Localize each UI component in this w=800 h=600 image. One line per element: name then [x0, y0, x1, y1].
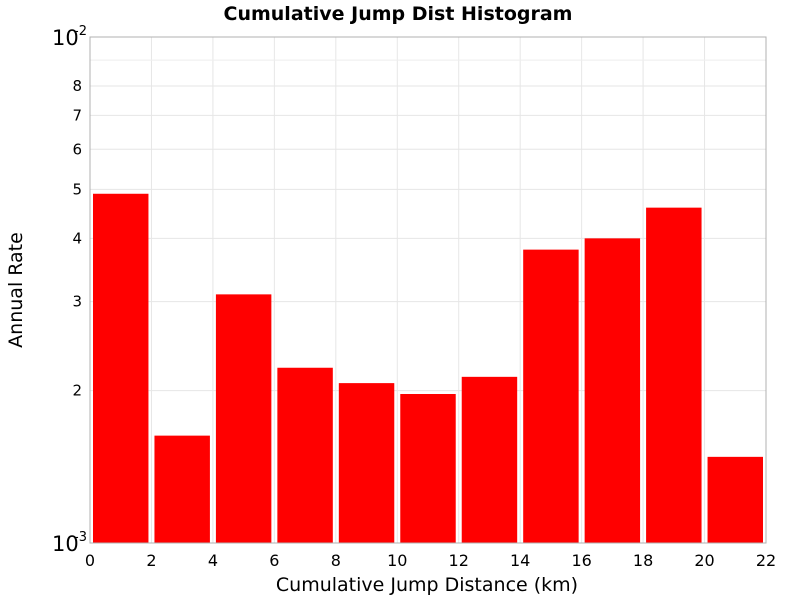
histogram-bar — [707, 456, 763, 543]
histogram-bar — [215, 294, 272, 543]
histogram-bar — [277, 367, 333, 543]
x-tick-label: 22 — [756, 551, 776, 570]
x-tick-label: 8 — [331, 551, 341, 570]
histogram-bar — [523, 249, 579, 543]
y-tick-label: 8 — [72, 77, 82, 95]
y-tick-label: 3 — [72, 293, 82, 311]
x-tick-label: 4 — [208, 551, 218, 570]
x-tick-label: 16 — [571, 551, 591, 570]
y-tick-label: 4 — [72, 229, 82, 247]
grid-lines — [89, 37, 767, 543]
histogram-bar — [400, 394, 456, 543]
histogram-bar — [338, 383, 395, 543]
histogram-bar — [461, 376, 518, 543]
x-tick-label: 12 — [449, 551, 469, 570]
y-major-tick-label: 10-3 — [52, 530, 87, 556]
histogram-bar — [584, 238, 641, 543]
bars — [93, 193, 763, 543]
y-major-tick-label: 10-2 — [52, 24, 87, 50]
x-tick-label: 10 — [387, 551, 407, 570]
y-major-tick-base: 10 — [52, 26, 79, 50]
y-axis-label: Annual Rate — [5, 232, 27, 348]
y-major-tick-exponent: -2 — [74, 24, 87, 39]
x-tick-label: 2 — [146, 551, 156, 570]
y-tick-label: 2 — [72, 382, 82, 400]
x-tick-label: 6 — [269, 551, 279, 570]
y-tick-label: 7 — [72, 106, 82, 124]
histogram-bar — [646, 207, 702, 543]
y-major-tick-base: 10 — [52, 532, 79, 556]
histogram-bar — [93, 193, 149, 543]
x-tick-label: 0 — [85, 551, 95, 570]
y-major-tick-exponent: -3 — [74, 530, 87, 545]
chart-title: Cumulative Jump Dist Histogram — [224, 3, 573, 25]
x-tick-label: 18 — [633, 551, 653, 570]
x-tick-label: 20 — [694, 551, 714, 570]
x-tick-label: 14 — [510, 551, 530, 570]
y-tick-label: 6 — [72, 140, 82, 158]
y-tick-label: 5 — [72, 180, 82, 198]
histogram-bar — [154, 435, 210, 543]
x-axis-label: Cumulative Jump Distance (km) — [276, 574, 578, 596]
plot-frame — [89, 36, 767, 544]
